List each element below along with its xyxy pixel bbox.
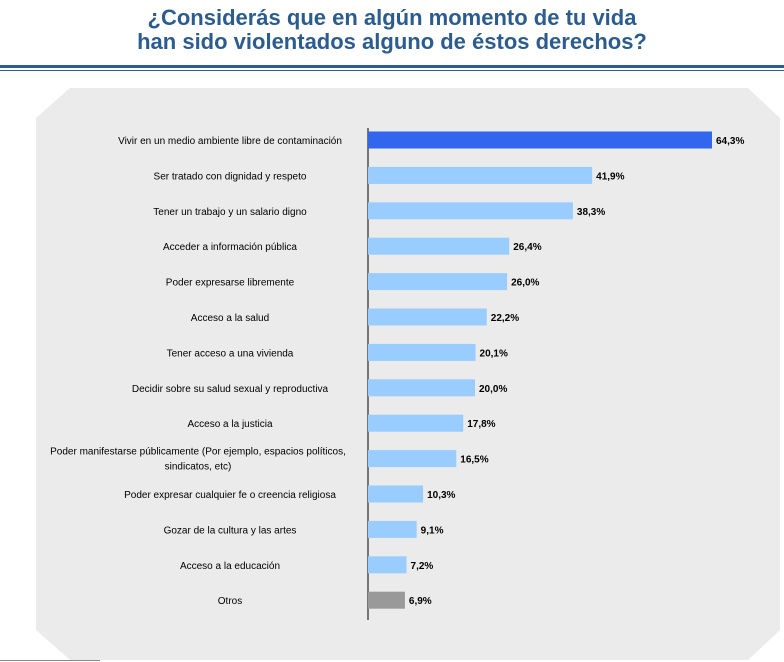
value-label-3: 38,3% — [577, 207, 605, 218]
bar-9 — [368, 414, 464, 432]
bar-10 — [368, 450, 457, 468]
category-label-5: Poder expresarse libremente — [166, 278, 295, 289]
bar-5 — [368, 273, 508, 291]
bar-12 — [368, 520, 417, 538]
bar-2 — [368, 166, 593, 184]
value-label-5: 26,0% — [511, 278, 539, 289]
value-label-2: 41,9% — [596, 171, 624, 182]
bar-8 — [368, 379, 475, 397]
category-label-13: Acceso a la educación — [180, 561, 280, 572]
category-label-1: Vivir en un medio ambiente libre de cont… — [118, 136, 342, 147]
title-line-1: ¿Considerás que en algún momento de tu v… — [147, 5, 637, 30]
title-line-2: han sido violentados alguno de éstos der… — [137, 29, 647, 54]
category-label-8: Decidir sobre su salud sexual y reproduc… — [132, 384, 329, 395]
value-label-13: 7,2% — [411, 561, 434, 572]
category-label-10: Poder manifestarse públicamente (Por eje… — [50, 447, 346, 473]
value-label-12: 9,1% — [421, 525, 444, 536]
bar-11 — [368, 485, 424, 503]
category-label-14: Otros — [218, 596, 242, 607]
category-label-7: Tener acceso a una vivienda — [167, 348, 294, 359]
bar-7 — [368, 343, 476, 361]
value-label-11: 10,3% — [427, 490, 455, 501]
bar-14 — [368, 591, 405, 609]
value-label-7: 20,1% — [480, 348, 508, 359]
value-label-9: 17,8% — [467, 419, 495, 430]
value-label-4: 26,4% — [513, 242, 541, 253]
chart-title: ¿Considerás que en algún momento de tu v… — [0, 6, 784, 54]
category-label-2: Ser tratado con dignidad y respeto — [154, 171, 307, 182]
value-label-1: 64,3% — [716, 136, 744, 147]
bar-4 — [368, 237, 510, 255]
category-label-12: Gozar de la cultura y las artes — [164, 525, 297, 536]
bar-1 — [368, 131, 712, 149]
value-label-14: 6,9% — [409, 596, 432, 607]
value-label-6: 22,2% — [491, 313, 519, 324]
bar-6 — [368, 308, 487, 326]
category-label-9: Acceso a la justicia — [187, 419, 272, 430]
category-label-3: Tener un trabajo y un salario digno — [153, 207, 307, 218]
header-rule-thick — [0, 65, 784, 68]
footer-line — [0, 660, 100, 661]
category-label-11: Poder expresar cualquier fe o creencia r… — [124, 490, 336, 501]
value-label-10: 16,5% — [460, 455, 488, 466]
bar-3 — [368, 202, 573, 220]
header-rule-thin — [0, 70, 784, 71]
category-label-4: Acceder a información pública — [163, 242, 297, 253]
value-label-8: 20,0% — [479, 384, 507, 395]
chart-panel — [36, 88, 780, 660]
bar-13 — [368, 556, 407, 574]
category-label-6: Acceso a la salud — [191, 313, 269, 324]
